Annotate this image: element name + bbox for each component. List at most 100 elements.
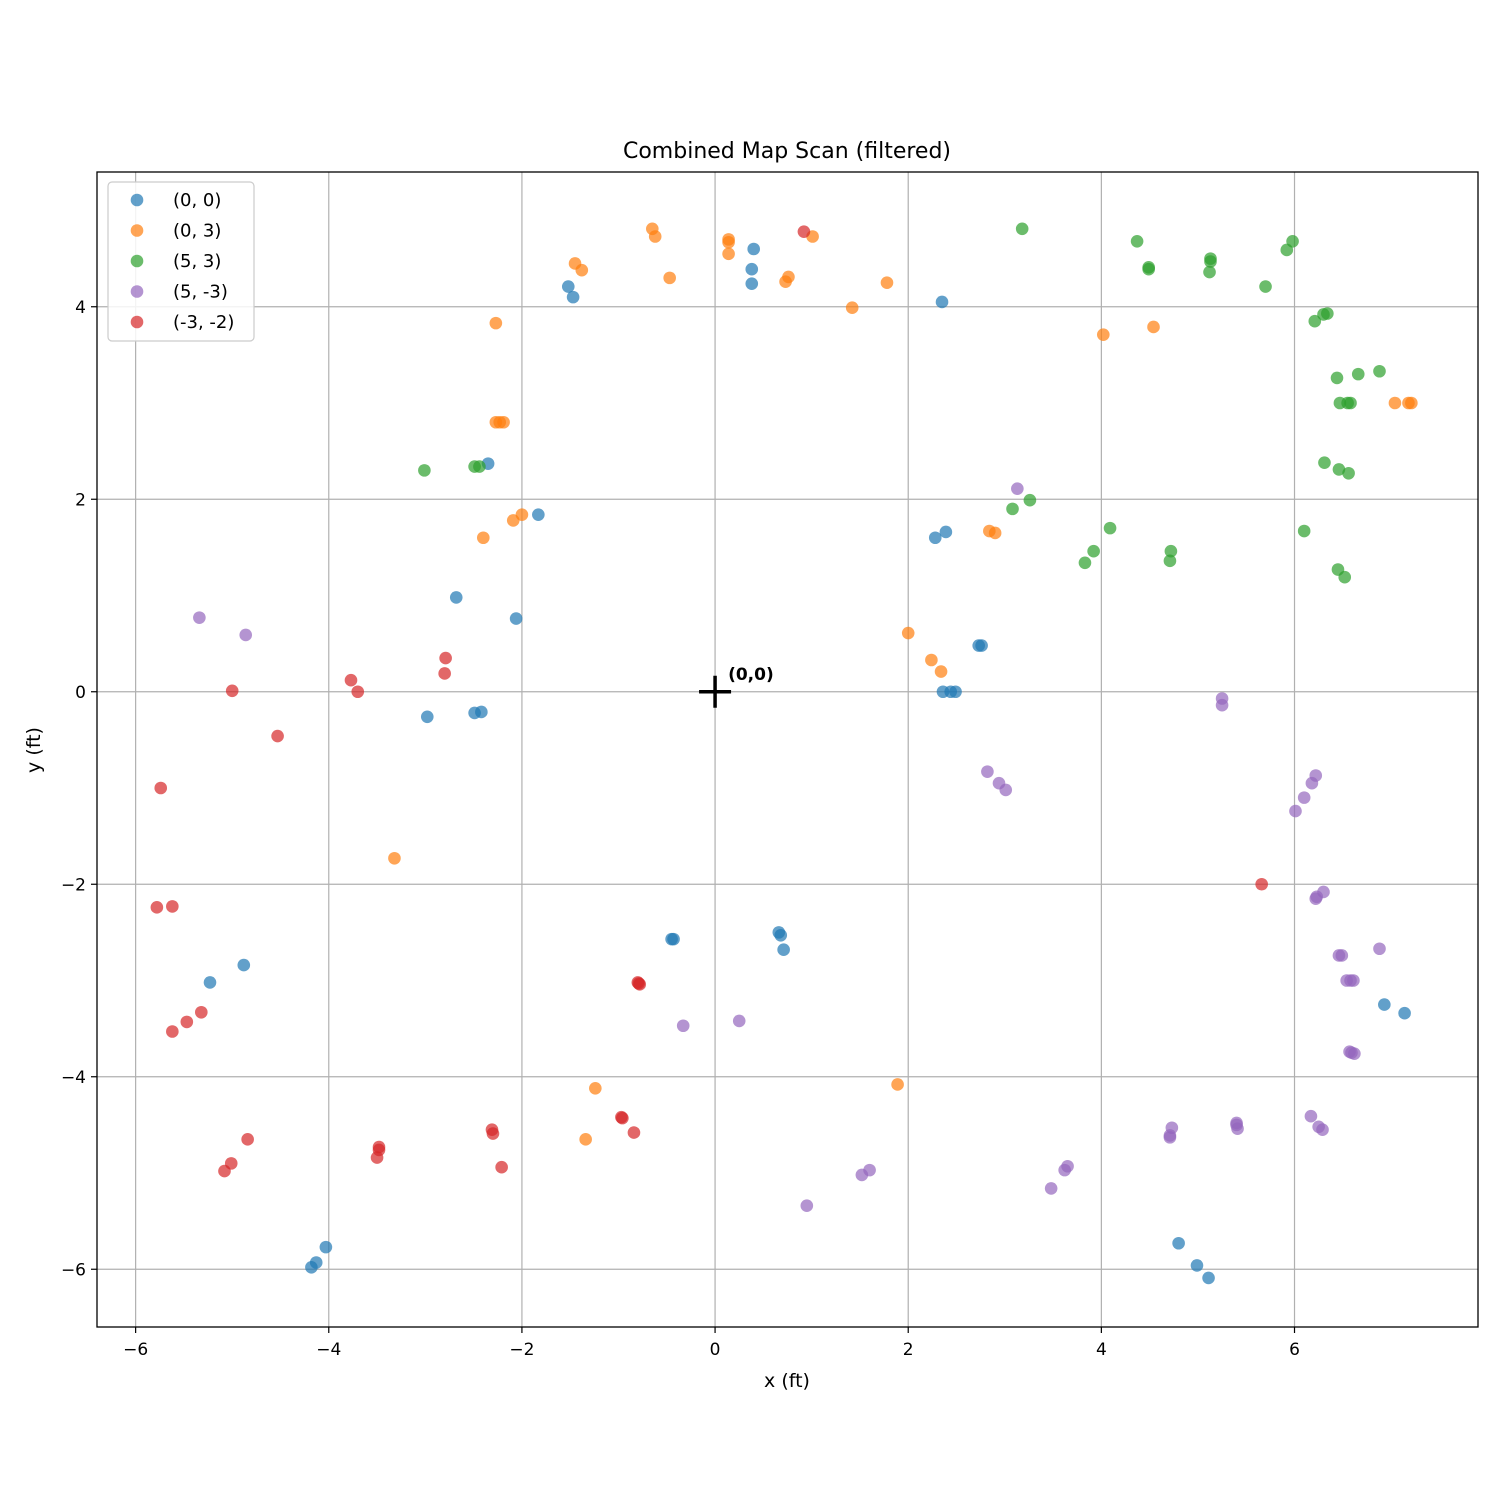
point-series-0-25 [203,976,217,989]
point-series-1-12 [880,276,894,289]
point-series-2-1 [1130,235,1144,248]
point-series-4-3 [344,673,358,687]
point-series-1-22 [1388,396,1402,410]
point-series-3-16 [1335,949,1349,962]
point-series-4-12 [166,1025,179,1038]
point-series-2-25 [1006,502,1019,516]
point-series-1-11 [845,301,859,315]
point-series-1-13 [489,316,503,330]
point-series-1-6 [722,235,735,249]
point-series-1-27 [901,626,915,640]
point-series-2-10 [1308,314,1322,328]
point-series-2-17 [1351,367,1365,381]
point-series-0-14 [939,525,953,539]
point-series-2-32 [1297,524,1311,538]
point-series-2-12 [1321,307,1334,320]
point-series-3-40 [800,1199,814,1213]
point-series-4-6 [271,729,284,743]
point-series-0-9 [509,612,523,625]
point-series-2-21 [473,460,486,473]
point-series-2-34 [1338,570,1352,584]
point-series-4-7 [154,781,168,795]
point-series-1-7 [722,247,735,261]
point-series-4-11 [180,1015,194,1029]
y-tick-label-1: −4 [61,1068,86,1088]
point-series-3-23 [1348,1047,1361,1060]
point-series-2-30 [1164,544,1178,558]
legend-box [107,181,255,342]
legend-marker-1 [130,224,144,237]
x-axis-label: x (ft) [764,1370,810,1392]
point-series-1-31 [589,1082,602,1095]
point-series-1-30 [388,851,401,865]
point-series-3-8 [1289,804,1302,818]
x-tick-label-6: 6 [1289,1340,1300,1360]
point-series-4-13 [1255,877,1268,891]
data-points [150,222,1418,1285]
point-series-0-8 [449,591,463,604]
point-series-2-16 [1344,396,1357,410]
grid [97,172,1478,1327]
point-series-3-4 [1215,698,1229,712]
legend-label-2: (5, 3) [173,251,221,272]
point-series-0-12 [475,705,488,719]
point-series-0-2 [745,262,759,276]
point-series-3-9 [1297,791,1311,804]
legend-marker-3 [130,285,144,298]
point-series-4-28 [218,1164,231,1178]
point-series-2-18 [1373,364,1386,378]
point-series-1-4 [575,263,589,277]
point-series-3-28 [1316,1123,1329,1136]
point-series-3-1 [239,628,253,642]
point-series-0-13 [928,531,942,545]
point-series-2-28 [1087,544,1100,558]
point-series-1-24 [1405,396,1418,410]
x-tick-label-3: 0 [710,1340,721,1360]
point-series-4-9 [166,900,179,913]
point-series-2-19 [418,464,431,477]
legend-marker-2 [130,254,144,268]
origin-label: (0,0) [728,665,774,685]
legend-label-0: (0, 0) [173,190,221,211]
point-series-2-29 [1078,556,1092,570]
point-series-2-3 [1142,262,1155,276]
point-series-3-0 [193,611,206,624]
point-series-3-35 [1044,1182,1058,1195]
point-series-2-7 [1259,280,1272,293]
point-series-1-20 [1096,328,1110,341]
point-series-4-21 [486,1127,500,1140]
point-series-0-1 [566,290,580,304]
legend-label-4: (-3, -2) [173,312,234,333]
point-series-1-28 [925,653,938,667]
point-series-3-7 [999,783,1013,797]
point-series-4-4 [351,685,365,699]
point-series-3-34 [1231,1122,1244,1136]
x-tick-label-2: −2 [509,1340,534,1360]
point-series-0-34 [1202,1271,1215,1285]
y-tick-label-0: −6 [61,1260,86,1280]
point-series-1-19 [476,531,490,545]
point-series-3-11 [1309,769,1323,782]
point-series-2-9 [1286,235,1299,248]
point-series-0-19 [949,685,962,699]
point-series-3-25 [732,1014,746,1028]
y-tick-label-3: 0 [75,683,86,703]
point-series-2-13 [1330,371,1344,385]
point-series-3-20 [1347,974,1360,987]
point-series-0-24 [777,943,790,956]
point-series-0-3 [747,242,760,256]
point-series-0-31 [305,1261,318,1274]
point-series-2-5 [1204,255,1217,268]
point-series-0-29 [319,1240,333,1254]
point-series-2-24 [1342,466,1355,480]
point-series-4-0 [797,225,811,238]
point-series-3-31 [1163,1131,1177,1144]
point-series-1-21 [1147,320,1160,334]
point-series-0-27 [1378,998,1391,1011]
legend-marker-0 [130,193,144,207]
point-series-4-19 [627,1126,641,1139]
point-series-1-18 [515,508,529,521]
point-series-4-5 [225,684,239,698]
point-series-0-26 [237,958,251,972]
